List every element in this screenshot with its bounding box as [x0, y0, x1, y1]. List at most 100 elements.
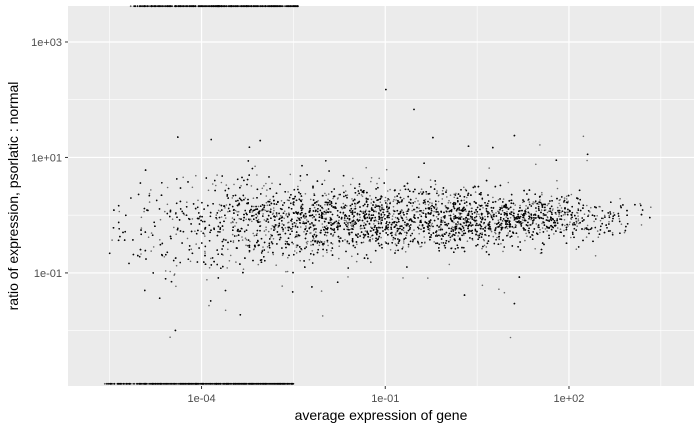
data-point — [269, 236, 272, 238]
data-point — [541, 222, 543, 225]
data-point — [338, 257, 340, 260]
data-point — [297, 185, 299, 188]
data-point — [395, 232, 397, 234]
data-point — [415, 211, 418, 213]
data-point — [524, 239, 526, 242]
data-point — [458, 212, 460, 214]
data-point — [589, 211, 591, 213]
data-point — [419, 191, 422, 193]
data-point — [386, 208, 389, 210]
data-point — [388, 198, 391, 201]
data-point — [341, 207, 344, 210]
data-point — [336, 222, 339, 225]
data-point — [265, 234, 267, 236]
data-point — [577, 219, 580, 222]
data-point — [164, 270, 167, 272]
data-point — [440, 216, 443, 219]
data-point — [285, 212, 288, 215]
data-point — [189, 260, 192, 263]
data-point — [143, 210, 145, 213]
data-point — [506, 210, 508, 213]
data-point — [428, 229, 431, 232]
data-point — [562, 214, 565, 216]
data-point — [264, 209, 267, 212]
data-point — [563, 229, 565, 232]
data-point — [164, 210, 166, 213]
data-point — [140, 227, 143, 229]
data-point — [502, 198, 505, 200]
data-point — [463, 234, 465, 236]
data-point — [321, 223, 324, 225]
data-point — [148, 192, 151, 195]
data-point — [281, 223, 284, 225]
data-point — [532, 201, 535, 203]
data-point — [227, 248, 229, 251]
data-point — [373, 223, 375, 225]
data-point — [453, 221, 455, 224]
data-point — [257, 263, 260, 266]
data-point — [206, 279, 208, 281]
data-point — [371, 238, 374, 240]
data-point — [200, 230, 202, 233]
data-point — [296, 216, 299, 219]
data-point — [140, 216, 143, 219]
data-point — [544, 228, 547, 230]
data-point — [379, 218, 382, 220]
data-point — [271, 182, 273, 185]
data-point — [276, 215, 278, 217]
data-point — [323, 213, 325, 216]
data-point — [475, 210, 477, 212]
data-point — [424, 198, 427, 201]
data-point — [346, 228, 348, 231]
data-point — [370, 202, 373, 204]
data-point — [419, 246, 422, 248]
data-point — [474, 191, 477, 193]
data-point — [566, 211, 568, 213]
data-point — [586, 204, 588, 207]
data-point — [421, 211, 423, 214]
data-point — [356, 194, 359, 196]
data-point — [413, 229, 415, 231]
data-point — [535, 210, 538, 213]
data-point — [289, 173, 292, 176]
data-point — [152, 246, 155, 248]
data-point — [393, 198, 395, 201]
data-point — [598, 205, 600, 208]
data-point — [375, 219, 377, 222]
data-point — [401, 209, 403, 212]
data-point — [519, 204, 521, 207]
data-point — [556, 206, 559, 209]
data-point — [453, 226, 455, 229]
data-point — [455, 192, 457, 195]
data-point — [326, 241, 329, 243]
data-point — [576, 211, 578, 214]
data-point — [556, 187, 559, 190]
data-point — [392, 200, 395, 203]
data-point — [309, 198, 312, 201]
data-point — [267, 251, 270, 253]
data-point — [402, 229, 405, 232]
data-point — [444, 205, 447, 207]
data-point — [548, 219, 551, 221]
data-point — [429, 179, 432, 181]
data-point — [567, 211, 569, 213]
data-point — [603, 214, 606, 217]
data-point — [302, 220, 305, 223]
data-point — [347, 276, 349, 278]
data-point — [277, 226, 280, 228]
data-point — [550, 195, 553, 198]
data-point — [461, 230, 464, 233]
data-point — [567, 225, 569, 227]
data-point — [568, 223, 571, 226]
data-point — [356, 243, 358, 246]
data-point — [173, 226, 175, 229]
data-point — [492, 196, 494, 199]
data-point — [422, 209, 425, 212]
data-point — [182, 176, 184, 179]
data-point — [266, 246, 269, 248]
data-point — [260, 209, 263, 212]
data-point — [380, 236, 382, 239]
data-point — [542, 214, 545, 217]
data-point — [548, 210, 550, 212]
data-point — [370, 226, 372, 228]
